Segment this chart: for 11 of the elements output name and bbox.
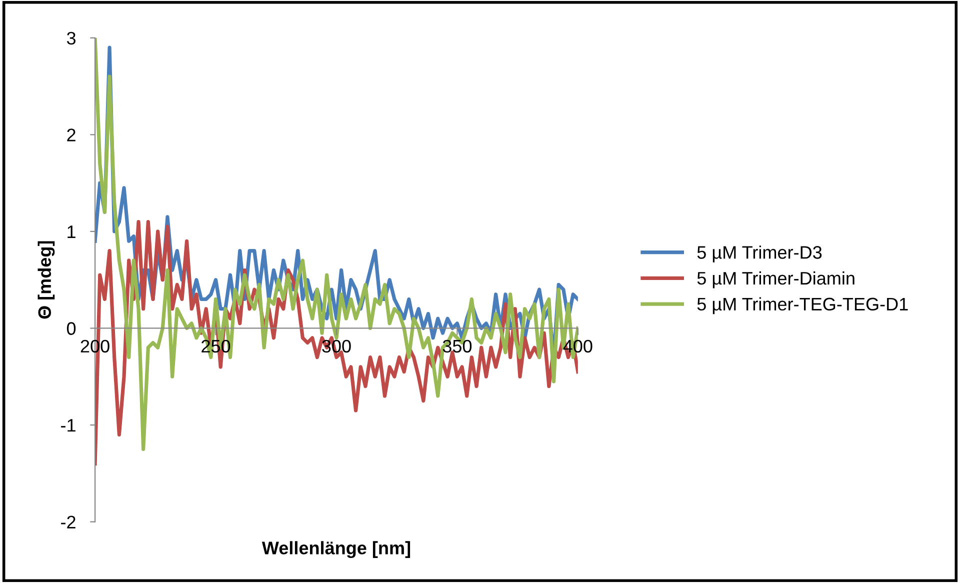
legend-label: 5 µM Trimer-TEG-TEG-D1 bbox=[697, 297, 908, 314]
y-tick-label: -1 bbox=[61, 419, 76, 432]
y-tick-label: 3 bbox=[66, 32, 76, 45]
y-tick-label: -2 bbox=[61, 516, 76, 528]
legend-label: 5 µM Trimer-D3 bbox=[697, 246, 822, 262]
x-axis-title: Wellenlänge [nm] bbox=[262, 541, 410, 558]
legend-label: 5 µM Trimer-Diamin bbox=[697, 271, 854, 288]
y-tick-label: 2 bbox=[67, 128, 76, 142]
y-axis-title: Θ [mdeg] bbox=[38, 241, 55, 319]
y-tick-label: 0 bbox=[66, 322, 76, 335]
y-tick-label: 1 bbox=[68, 226, 76, 238]
